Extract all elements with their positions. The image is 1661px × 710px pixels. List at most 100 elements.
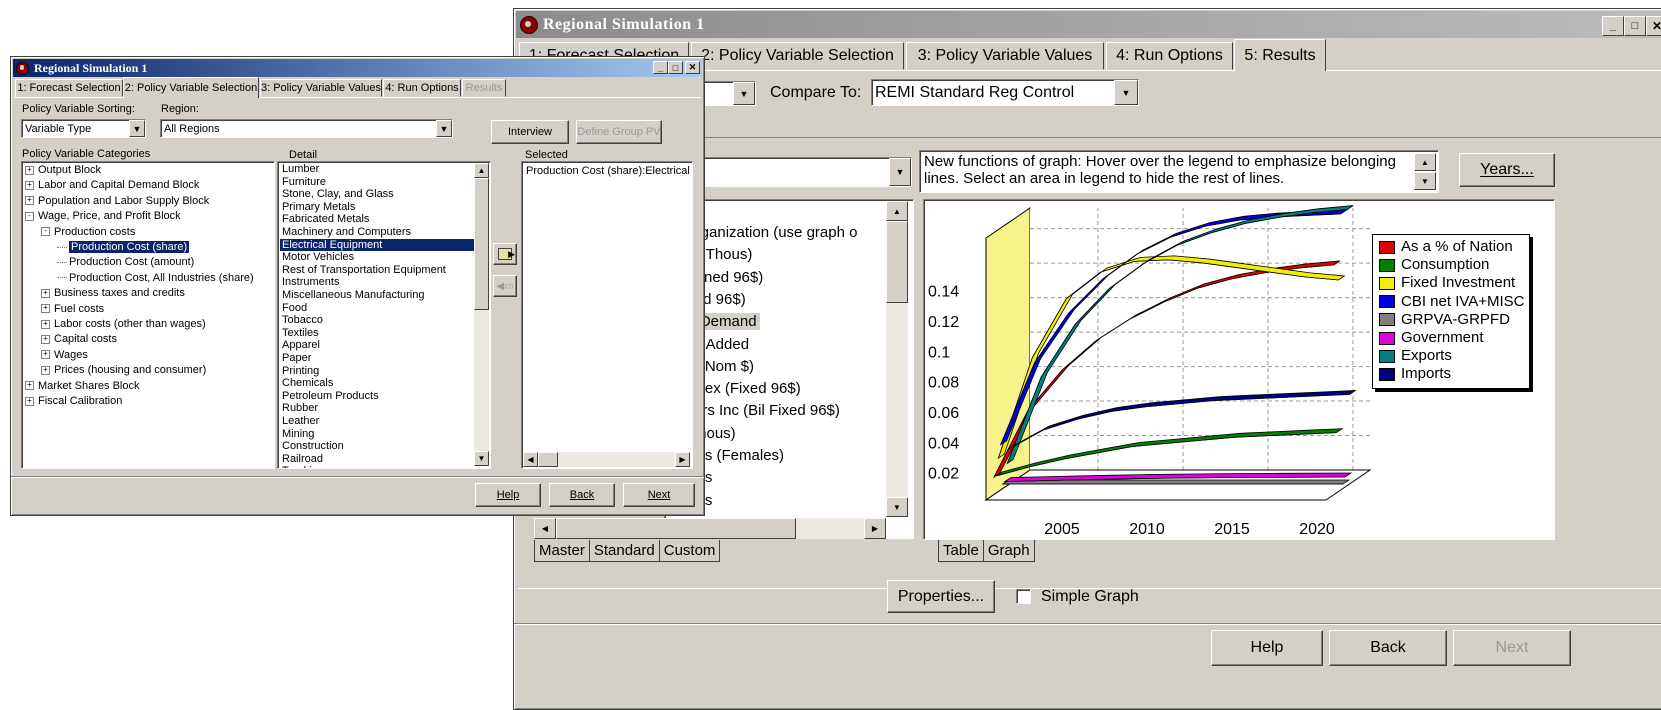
legend-item[interactable]: GRPVA-GRPFD [1379,311,1525,329]
detail-list-item[interactable]: Trucking [280,465,474,468]
detail-list[interactable]: Lumber Furniture Stone, Clay, and Glass Pri… [277,161,491,469]
chart-legend[interactable]: As a % of Nation Consumption Fixed Investm… [1372,234,1530,389]
expand-icon[interactable]: + [41,350,50,360]
info-scroll-down[interactable]: ▼ [1414,172,1436,190]
expand-icon[interactable]: + [25,180,34,190]
detail-list-item[interactable]: Rubber [282,402,319,415]
expand-icon[interactable]: + [41,304,50,314]
tree-item[interactable]: + Output Block [25,163,101,178]
selected-list-item[interactable]: Production Cost (share):Electrical Eq [526,165,693,177]
tab-policy-variable-selection[interactable]: 2: Policy Variable Selection [123,77,259,98]
scroll-up-icon[interactable]: ▲ [474,163,489,178]
detail-list-item[interactable]: Miscellaneous Manufacturing [282,289,425,301]
tab-graph[interactable]: Graph [982,540,1035,562]
scroll-down-icon[interactable]: ▼ [886,497,908,517]
variable-list-vscrollbar[interactable]: ▲ ▼ [886,201,908,517]
tree-item[interactable]: Production Cost (share) [57,240,190,255]
detail-list-item[interactable]: Chemicals [282,377,334,390]
tree-item[interactable]: - Production costs [41,225,135,240]
tab-policy-variable-values[interactable]: 3: Policy Variable Values [906,42,1104,70]
chevron-down-icon[interactable]: ▼ [733,82,755,105]
tab-results[interactable]: Results [462,79,506,97]
tab-standard[interactable]: Standard [588,540,659,562]
tree-item[interactable]: + Capital costs [41,332,117,347]
compare-to-dropdown[interactable]: REMI Standard Reg Control ▼ [871,79,1139,106]
detail-list-item[interactable]: Rest of Transportation Equipment [282,263,446,276]
next-button[interactable]: Next [1453,630,1571,666]
maximize-icon[interactable]: □ [668,61,683,74]
hscroll-thumb[interactable] [556,518,796,539]
info-scroll-up[interactable]: ▲ [1414,153,1436,171]
results-title-bar[interactable]: Regional Simulation 1 _ □ ✕ [516,11,1661,38]
detail-list-item[interactable]: Instruments [282,276,340,289]
remove-selection-button[interactable]: ◀▭ [493,275,517,297]
legend-item[interactable]: Imports [1379,365,1525,383]
selected-hscrollbar[interactable]: ◀ ▶ [523,452,690,467]
sorting-dropdown[interactable]: Variable Type ▼ [21,119,146,138]
chevron-down-icon[interactable]: ▼ [129,120,145,137]
scroll-right-icon[interactable]: ▶ [864,518,886,539]
detail-list-item[interactable]: Leather [282,415,320,427]
scroll-right-icon[interactable]: ▶ [675,452,690,467]
detail-list-item[interactable]: Electrical Equipment [280,238,474,252]
hscroll-thumb[interactable] [538,452,558,467]
detail-list-item[interactable]: Apparel [282,339,320,352]
expand-icon[interactable]: + [41,365,50,375]
variable-list-item[interactable]: Organization (use graph o [684,224,858,241]
legend-item[interactable]: Government [1379,329,1525,347]
tree-item[interactable]: - Wage, Price, and Profit Block [25,209,181,224]
info-textbox[interactable]: New functions of graph: Hover over the l… [919,150,1439,193]
tab-policy-variable-values[interactable]: 3: Policy Variable Values [260,79,382,97]
tree-item[interactable]: + Business taxes and credits [41,286,185,301]
legend-item[interactable]: Consumption [1379,256,1525,274]
minimize-icon[interactable]: _ [1602,16,1624,36]
detail-list-item[interactable]: Food [282,301,308,314]
expand-icon[interactable]: + [41,334,50,344]
tree-item[interactable]: + Prices (housing and consumer) [41,363,206,378]
policy-title-bar[interactable]: Regional Simulation 1 _ □ ✕ [13,59,702,77]
maximize-icon[interactable]: □ [1624,16,1646,36]
tab-run-options[interactable]: 4: Run Options [1106,42,1233,70]
back-button[interactable]: Back [1329,630,1447,666]
scroll-thumb[interactable] [474,178,489,310]
detail-list-item[interactable]: Lumber [282,163,320,175]
expand-icon[interactable]: + [41,288,50,298]
detail-list-item[interactable]: Paper [282,352,312,364]
legend-item[interactable]: CBI net IVA+MISC [1379,293,1525,311]
variable-list-hscrollbar[interactable]: ◀ ▶ [534,518,886,539]
expand-icon[interactable]: + [25,165,34,175]
tree-item[interactable]: + Population and Labor Supply Block [25,194,209,209]
detail-list-item[interactable]: Printing [282,364,320,377]
scroll-left-icon[interactable]: ◀ [534,518,556,539]
detail-list-item[interactable]: Petroleum Products [282,389,379,402]
variable-group-dropdown[interactable]: ▼ [664,157,912,187]
tab-custom[interactable]: Custom [658,540,721,562]
collapse-icon[interactable]: - [25,211,34,221]
expand-icon[interactable]: + [25,396,34,406]
detail-vscrollbar[interactable]: ▲ ▼ [474,163,489,466]
tree-item[interactable]: + Labor costs (other than wages) [41,317,206,332]
expand-icon[interactable]: + [25,196,34,206]
tree-item[interactable]: + Fuel costs [41,302,104,317]
detail-list-item[interactable]: Furniture [282,175,327,188]
detail-list-item[interactable]: Textiles [282,326,319,339]
expand-icon[interactable]: + [41,319,50,329]
minimize-icon[interactable]: _ [653,61,668,74]
selected-list[interactable]: Production Cost (share):Electrical Eq ◀ … [521,161,693,469]
variable-list-item[interactable]: ates (Females) [684,447,785,464]
next-button[interactable]: Next [623,483,695,507]
back-button[interactable]: Back [549,483,615,507]
scroll-up-icon[interactable]: ▲ [886,201,908,221]
detail-list-item[interactable]: Railroad [282,452,323,465]
close-icon[interactable]: ✕ [685,61,700,74]
legend-item[interactable]: As a % of Nation [1379,238,1525,256]
tree-item[interactable]: + Fiscal Calibration [25,394,122,409]
tab-results[interactable]: 5: Results [1234,39,1326,71]
tab-policy-variable-selection[interactable]: 2: Policy Variable Selection [691,42,904,70]
help-button[interactable]: Help [475,483,541,507]
scroll-left-icon[interactable]: ◀ [523,452,538,467]
detail-list-item[interactable]: Tobacco [282,314,323,327]
scroll-thumb[interactable] [886,221,908,303]
legend-item[interactable]: Fixed Investment [1379,274,1525,292]
scroll-down-icon[interactable]: ▼ [474,451,489,466]
